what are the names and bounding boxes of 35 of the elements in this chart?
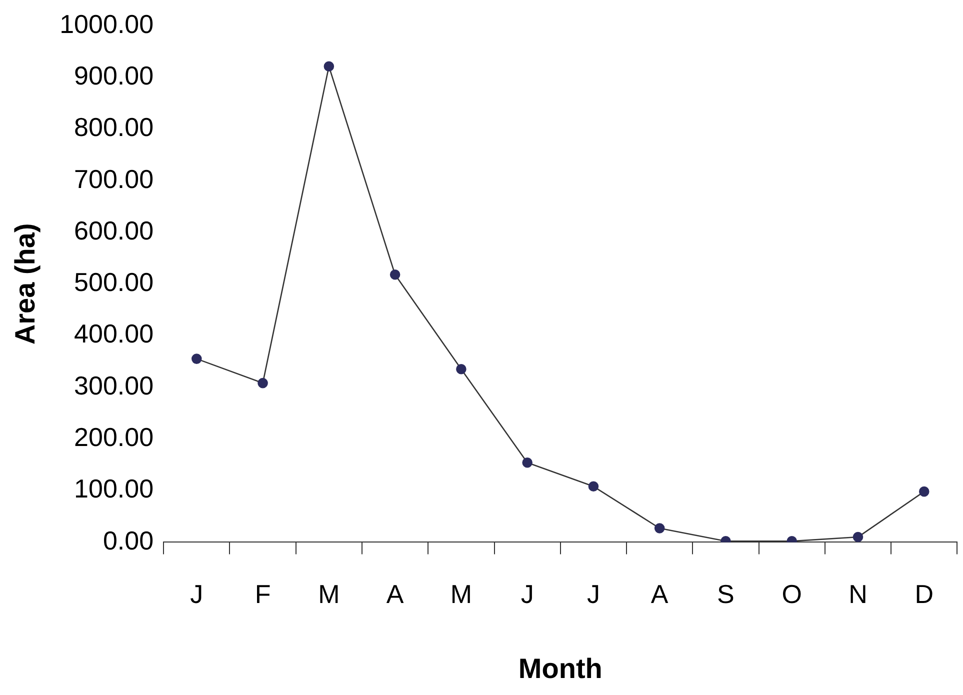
x-tick-label: F [254, 578, 271, 609]
x-tick-label: M [450, 578, 472, 609]
point [852, 532, 864, 542]
point [258, 378, 268, 388]
x-tick-label: S [717, 578, 734, 609]
y-tick-label: 900.00 [74, 60, 154, 90]
x-tick-label: N [848, 578, 868, 609]
x-tick-label: J [520, 578, 534, 609]
point [456, 364, 466, 374]
x-tick-label: O [782, 578, 802, 609]
y-tick-label: 400.00 [74, 318, 154, 349]
point [192, 354, 202, 364]
point [654, 523, 665, 534]
x-tick-label: A [386, 578, 404, 609]
y-tick-label: 200.00 [74, 422, 154, 452]
x-tick-label: J [190, 578, 204, 609]
point [522, 457, 532, 468]
point [918, 486, 930, 497]
y-tick-label: 0.00 [102, 525, 154, 556]
y-tick-label: 800.00 [74, 112, 154, 142]
point [324, 61, 334, 72]
y-axis-title: Area (ha) [10, 223, 41, 345]
y-tick-label: 500.00 [74, 267, 154, 298]
y-tick-label: 600.00 [74, 215, 154, 246]
x-tick-label: A [650, 578, 669, 609]
point [390, 269, 400, 280]
x-axis-title: Month [518, 652, 602, 684]
x-tick-label: D [914, 578, 934, 609]
point [588, 481, 599, 492]
x-tick-label: J [586, 578, 600, 609]
y-tick-label: 1000.00 [60, 8, 154, 39]
y-tick-label: 700.00 [74, 164, 154, 194]
x-tick-label: M [318, 578, 340, 609]
y-tick-label: 100.00 [74, 474, 154, 504]
y-tick-label: 300.00 [74, 370, 154, 400]
